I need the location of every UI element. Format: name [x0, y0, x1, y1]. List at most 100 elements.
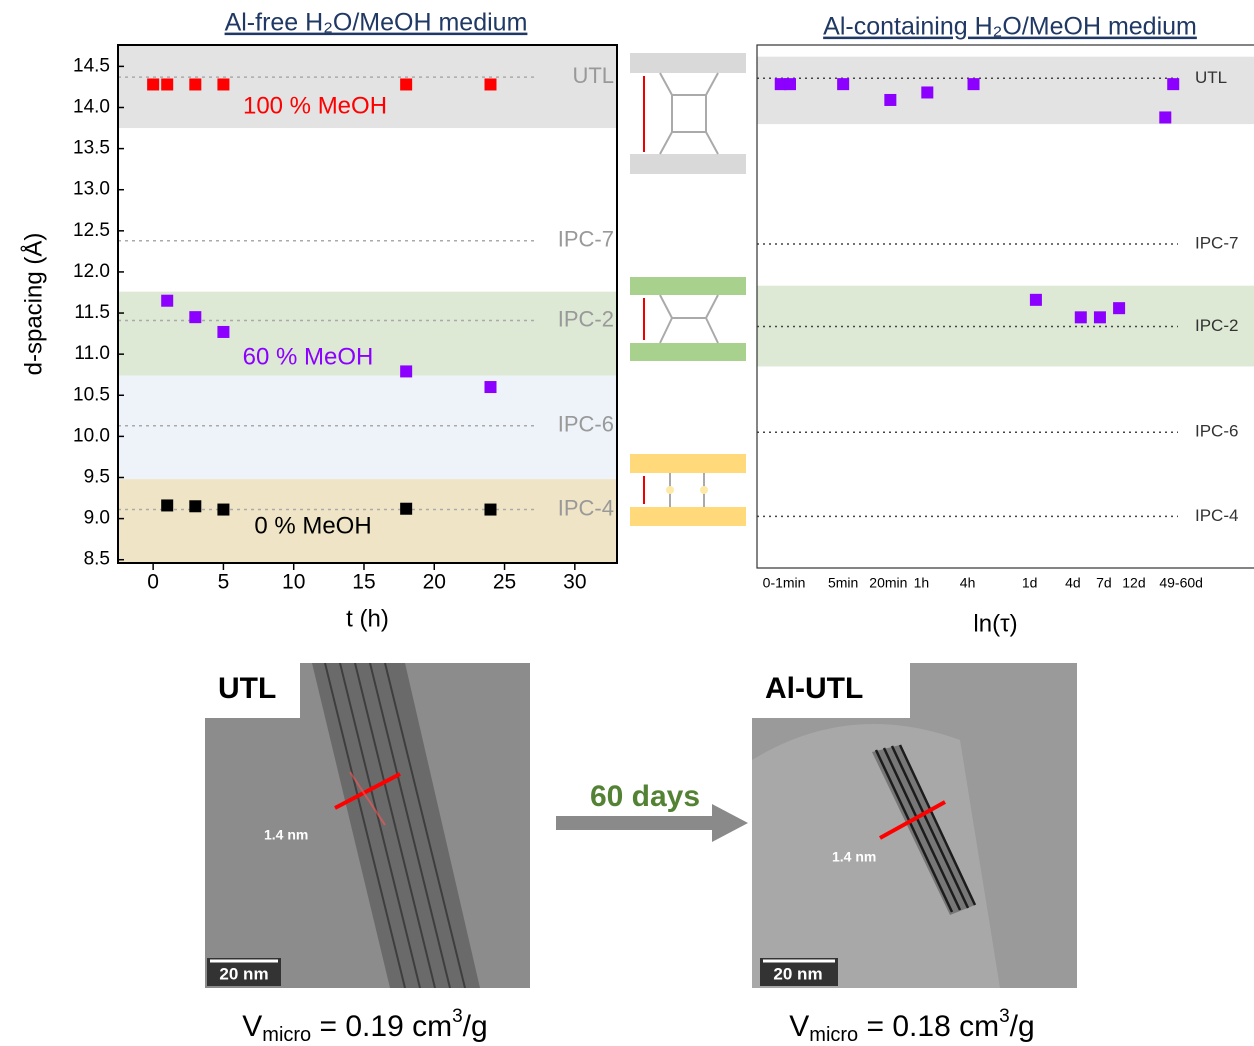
node — [700, 486, 708, 494]
v-text: = 0.18 cm — [858, 1010, 999, 1043]
fringes — [324, 663, 466, 988]
pillar — [669, 473, 705, 507]
point — [189, 78, 202, 91]
point — [1029, 293, 1042, 306]
layer — [630, 454, 746, 473]
x-tick-label: 20min — [869, 575, 907, 591]
v-micro: Vmicro = 0.19 cm3/g — [242, 1006, 487, 1046]
y-tick-label: 11.0 — [74, 343, 110, 364]
v-sup: 3 — [452, 1006, 463, 1027]
support — [752, 724, 1000, 988]
v-sup: 3 — [999, 1006, 1010, 1027]
reference-label: IPC-4 — [558, 495, 614, 520]
y-tick-label: 12.0 — [73, 261, 110, 282]
y-tick-label: 10.5 — [73, 384, 110, 405]
y-tick-label: 13.0 — [73, 179, 110, 200]
pillar — [659, 72, 719, 155]
schematics — [630, 53, 746, 526]
scale-label: 20 nm — [219, 964, 268, 983]
spacing-label: 1.4 nm — [264, 827, 308, 843]
arrow-label: 60 days — [590, 780, 700, 813]
point — [484, 78, 497, 91]
y-tick-label: 10.0 — [73, 425, 110, 446]
y-tick-label: 12.5 — [73, 220, 110, 241]
plot-frame — [117, 44, 618, 564]
point — [217, 78, 230, 91]
scale-bg — [760, 958, 838, 986]
point — [884, 93, 897, 106]
marker — [349, 771, 386, 826]
transition-arrow: 60 days — [556, 780, 748, 842]
point — [784, 78, 797, 91]
y-tick-label: 9.5 — [84, 467, 110, 488]
point — [161, 499, 174, 512]
x-tick-label: 15 — [352, 571, 375, 594]
x-tick-label: 0-1min — [763, 575, 806, 591]
reference-label: IPC-7 — [1195, 234, 1238, 253]
band — [118, 479, 617, 563]
pillar — [659, 294, 719, 344]
layer — [630, 507, 746, 526]
x-axis-label: t (h) — [346, 605, 389, 632]
reference-label: IPC-2 — [1195, 316, 1238, 335]
v-unit: /g — [463, 1010, 488, 1043]
x-tick-label: 30 — [563, 571, 586, 594]
x-tick-label: 4h — [960, 575, 976, 591]
tem-left: UTL 1.4 nm 20 nm Vmicro = 0.19 cm3/g — [205, 663, 530, 1046]
band — [118, 291, 617, 376]
band — [757, 285, 1254, 367]
band — [118, 375, 617, 480]
point — [400, 365, 413, 378]
scale-bg — [207, 958, 281, 986]
x-tick-label: 1d — [1022, 575, 1038, 591]
v-symbol: V — [789, 1010, 809, 1043]
layer — [630, 343, 746, 361]
point — [217, 325, 230, 338]
fringes — [874, 744, 977, 913]
reference-label: IPC-6 — [1195, 422, 1238, 441]
reference-label: IPC-4 — [1195, 506, 1238, 525]
scale-label: 20 nm — [773, 964, 822, 983]
reference-label: IPC-6 — [558, 412, 614, 437]
chart: UTL IPC-7 IPC-2 IPC-6 IPC-4 8.5 9.0 9.5 10.0 10.5… — [19, 9, 618, 632]
point — [147, 78, 160, 91]
point — [1093, 311, 1106, 324]
x-tick-label: 1h — [914, 575, 930, 591]
point — [1113, 302, 1126, 315]
x-tick-label: 5min — [828, 575, 858, 591]
point — [484, 381, 497, 394]
point — [774, 78, 787, 91]
point — [189, 500, 202, 513]
y-tick-label: 8.5 — [84, 549, 110, 570]
v-micro: Vmicro = 0.18 cm3/g — [789, 1006, 1034, 1046]
x-tick-label: 5 — [218, 571, 230, 594]
layer — [630, 53, 746, 73]
reference-label: UTL — [572, 63, 614, 88]
marker — [879, 800, 946, 840]
y-axis-label: d-spacing (Å) — [19, 233, 47, 376]
x-tick-label: 25 — [493, 571, 516, 594]
reference-label: IPC-7 — [558, 227, 614, 252]
marker — [334, 772, 401, 810]
point — [921, 86, 934, 99]
y-tick-label: 14.5 — [73, 55, 110, 76]
plot-frame — [756, 44, 1254, 569]
point — [400, 502, 413, 515]
x-tick-label: 10 — [282, 571, 305, 594]
v-unit: /g — [1010, 1010, 1035, 1043]
x-tick-label: 4d — [1065, 575, 1081, 591]
tag-bg — [205, 663, 300, 718]
spacing-label: 1.4 nm — [832, 849, 876, 865]
band — [757, 56, 1254, 125]
point — [189, 311, 202, 324]
series-label: 100 % MeOH — [243, 92, 387, 119]
tag-bg — [752, 663, 910, 718]
point — [484, 503, 497, 516]
layer — [630, 277, 746, 295]
point — [1074, 311, 1087, 324]
y-tick-label: 13.5 — [73, 138, 110, 159]
point — [161, 294, 174, 307]
series-label: 0 % MeOH — [254, 512, 371, 539]
y-tick-label: 11.5 — [74, 302, 110, 323]
